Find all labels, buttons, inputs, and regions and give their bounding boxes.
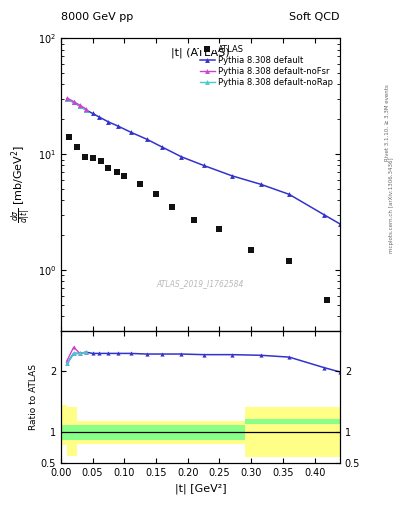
Point xyxy=(98,157,104,165)
Point xyxy=(153,190,159,199)
Point xyxy=(73,143,80,151)
Text: Rivet 3.1.10, ≥ 3.3M events: Rivet 3.1.10, ≥ 3.3M events xyxy=(385,84,389,161)
X-axis label: |t| [GeV²]: |t| [GeV²] xyxy=(174,484,226,494)
Point xyxy=(216,225,222,233)
Point xyxy=(169,203,175,211)
Text: 8000 GeV pp: 8000 GeV pp xyxy=(61,11,133,22)
Point xyxy=(121,172,127,180)
Point xyxy=(114,168,120,176)
Point xyxy=(105,164,112,172)
Point xyxy=(90,154,96,162)
Point xyxy=(66,133,72,141)
Point xyxy=(191,216,197,224)
Text: |t| (ATLAS): |t| (ATLAS) xyxy=(171,47,230,58)
Point xyxy=(82,153,88,161)
Text: mcplots.cern.ch [arXiv:1306.3436]: mcplots.cern.ch [arXiv:1306.3436] xyxy=(389,157,393,252)
Y-axis label: Ratio to ATLAS: Ratio to ATLAS xyxy=(29,364,38,430)
Point xyxy=(286,257,292,265)
Point xyxy=(248,246,254,254)
Text: Soft QCD: Soft QCD xyxy=(290,11,340,22)
Y-axis label: $\frac{d\sigma}{d|t|}$ [mb/GeV$^2$]: $\frac{d\sigma}{d|t|}$ [mb/GeV$^2$] xyxy=(10,145,33,224)
Point xyxy=(324,296,331,304)
Text: ATLAS_2019_I1762584: ATLAS_2019_I1762584 xyxy=(157,280,244,288)
Point xyxy=(137,180,143,188)
Legend: ATLAS, Pythia 8.308 default, Pythia 8.308 default-noFsr, Pythia 8.308 default-no: ATLAS, Pythia 8.308 default, Pythia 8.30… xyxy=(197,42,336,90)
